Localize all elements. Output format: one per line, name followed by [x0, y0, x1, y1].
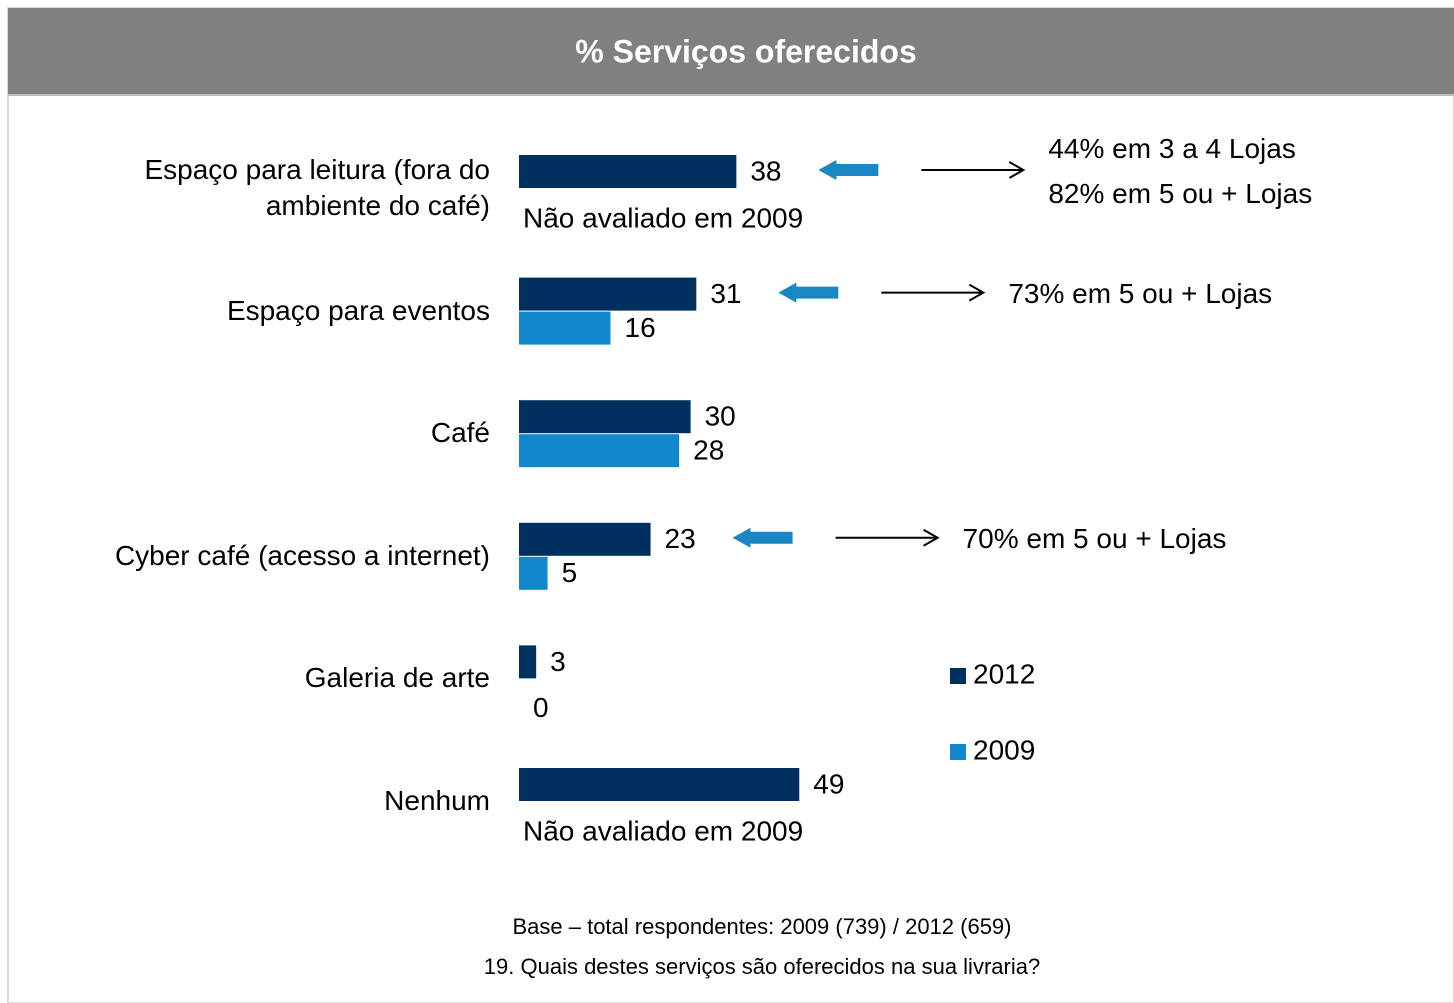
value-label: 16 — [625, 312, 656, 343]
callout-text: 82% em 5 ou + Lojas — [1048, 178, 1312, 209]
bar — [519, 645, 537, 679]
chart-title: % Serviços oferecidos — [575, 33, 916, 69]
legend-label: 2009 — [973, 734, 1035, 765]
note: Não avaliado em 2009 — [523, 202, 803, 233]
callout-text: 73% em 5 ou + Lojas — [1008, 278, 1272, 309]
value-label: 38 — [750, 155, 781, 186]
bar — [519, 400, 691, 434]
category-label: Galeria de arte — [304, 662, 490, 694]
bar — [519, 768, 800, 801]
category-label: Nenhum — [384, 785, 490, 816]
callout-text: 70% em 5 ou + Lojas — [963, 523, 1227, 554]
pointer-head — [968, 283, 986, 302]
footnote: Base – total respondentes: 2009 (739) / … — [512, 914, 1011, 939]
bar — [519, 522, 651, 556]
value-label: 5 — [562, 557, 578, 588]
blue-arrow — [778, 282, 839, 303]
value-label: 23 — [665, 523, 696, 554]
category-label: Café — [430, 417, 490, 449]
legend-swatch — [950, 668, 966, 684]
blue-arrow — [732, 527, 793, 548]
bar — [519, 434, 680, 468]
pointer-head — [923, 528, 940, 547]
value-label: 30 — [705, 401, 736, 432]
blue-arrow — [818, 160, 879, 180]
header-band — [8, 8, 1454, 95]
bar — [519, 277, 697, 311]
bar — [519, 311, 611, 345]
category-label: Espaço para leitura (fora do ambiente do… — [144, 154, 490, 221]
value-label: 0 — [533, 692, 549, 723]
legend-label: 2012 — [973, 658, 1035, 689]
value-label: 28 — [693, 435, 724, 466]
category-label: Cyber café (acesso a internet) — [114, 539, 490, 571]
bar — [519, 556, 548, 590]
value-label: 31 — [710, 278, 741, 309]
category-label: Espaço para eventos — [226, 294, 490, 326]
legend-swatch — [950, 744, 966, 760]
callout-text: 44% em 3 a 4 Lojas — [1048, 133, 1296, 164]
bar — [519, 155, 737, 188]
note: Não avaliado em 2009 — [523, 815, 803, 846]
pointer-head — [1008, 161, 1026, 179]
value-label: 3 — [550, 646, 566, 677]
value-label: 49 — [813, 768, 844, 799]
footnote: 19. Quais destes serviços são oferecidos… — [484, 954, 1040, 979]
